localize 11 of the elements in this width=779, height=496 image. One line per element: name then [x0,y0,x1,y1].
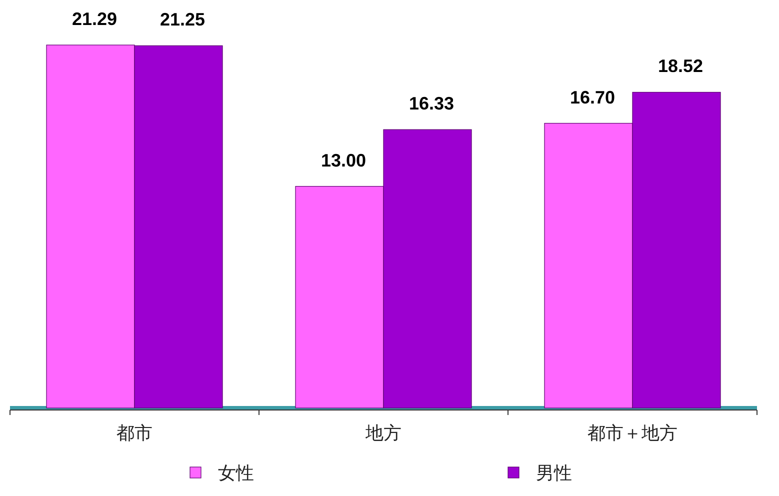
data-label: 21.25 [160,10,206,30]
legend-label: 女性 [218,463,254,483]
x-tick-label: 都市＋地方 [588,423,678,443]
legend-label: 男性 [536,463,572,483]
data-label: 18.52 [658,56,704,76]
data-label: 13.00 [320,150,366,170]
data-label: 16.70 [570,87,616,108]
data-label: 16.33 [408,94,454,114]
x-tick-label: 都市 [116,423,152,443]
data-label: 21.29 [72,9,118,29]
x-tick-label: 地方 [364,423,402,443]
